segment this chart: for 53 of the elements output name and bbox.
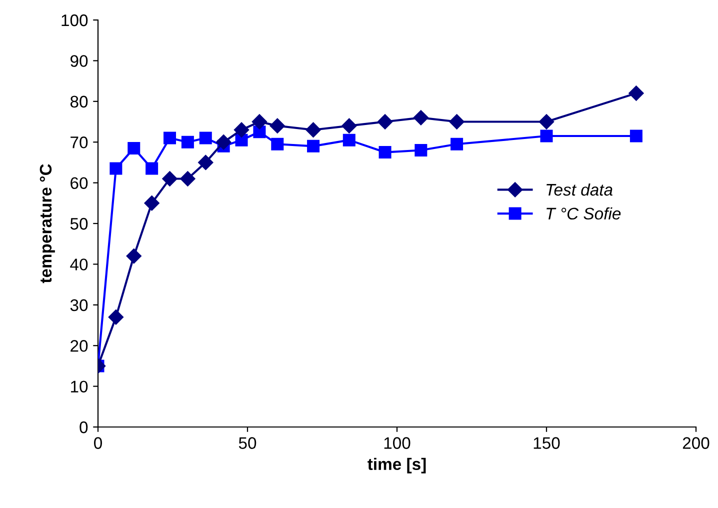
point <box>198 154 214 170</box>
x-tick-label: 0 <box>94 437 102 449</box>
point <box>414 144 428 156</box>
point <box>449 114 464 130</box>
y-tick-label: 70 <box>70 136 88 148</box>
point <box>199 132 212 144</box>
point <box>307 140 320 152</box>
point <box>270 118 285 134</box>
point <box>216 134 232 150</box>
y-tick-label: 10 <box>71 380 88 393</box>
y-tick-label: 100 <box>62 14 88 26</box>
x-tick-label: 200 <box>682 437 710 449</box>
y-tick-label: 40 <box>70 258 88 270</box>
point <box>377 114 393 130</box>
point <box>108 310 124 325</box>
x-tick-label: 100 <box>384 437 410 449</box>
point <box>378 146 392 159</box>
y-axis-title: temperature °C <box>40 164 55 284</box>
point <box>630 130 642 142</box>
x-axis-title: time [s] <box>368 458 426 474</box>
point <box>235 134 248 146</box>
y-tick-label: 50 <box>70 218 88 230</box>
point <box>253 126 266 138</box>
point <box>342 118 357 134</box>
point <box>540 130 553 142</box>
legend-label: T °C Sofie <box>546 207 621 220</box>
point <box>306 122 321 138</box>
x-tick-label: 50 <box>238 437 256 449</box>
point <box>128 142 140 154</box>
x-tick-label: 150 <box>534 437 560 449</box>
point <box>164 132 176 144</box>
point <box>180 171 196 186</box>
y-tick-label: 0 <box>80 421 88 434</box>
point <box>146 162 158 175</box>
point <box>628 86 644 101</box>
point <box>271 138 284 150</box>
y-tick-label: 80 <box>70 96 88 108</box>
point <box>538 114 554 130</box>
y-tick-label: 30 <box>70 299 88 312</box>
point <box>252 114 268 130</box>
point <box>234 122 250 138</box>
point <box>181 136 194 148</box>
y-tick-label: 90 <box>70 55 88 67</box>
point <box>162 171 178 186</box>
point <box>110 162 122 175</box>
point <box>450 138 464 150</box>
y-tick-label: 20 <box>70 340 88 352</box>
legend-label: Test data <box>546 183 612 196</box>
point <box>144 196 160 211</box>
point <box>342 134 356 146</box>
y-tick-label: 60 <box>70 177 88 190</box>
point <box>126 248 142 264</box>
point <box>413 110 428 126</box>
